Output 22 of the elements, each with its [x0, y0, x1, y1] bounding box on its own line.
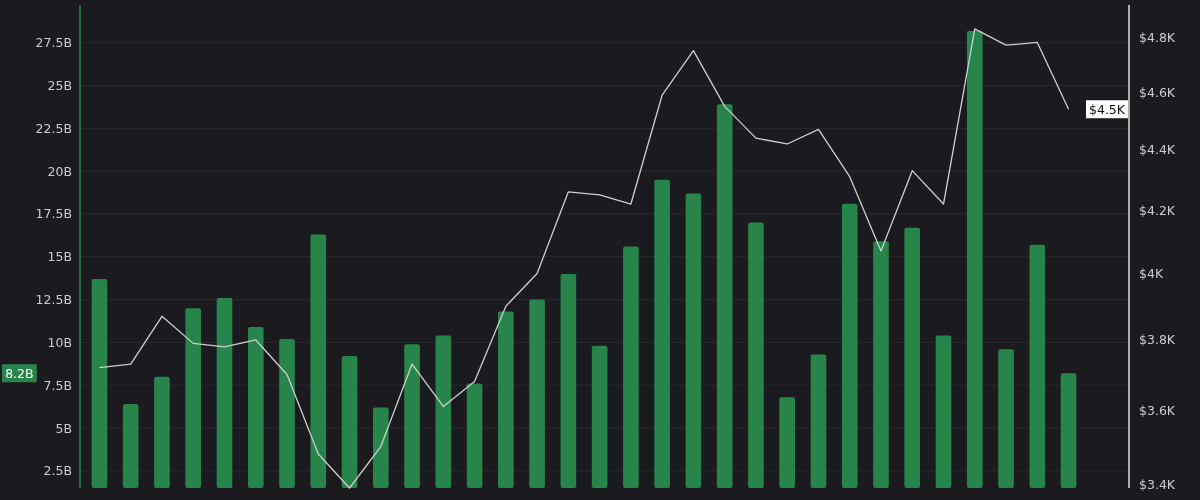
y2-tick-label: $4K — [1139, 265, 1164, 281]
y2-tick-label: $3.6K — [1139, 402, 1176, 418]
y-tick-label: 15B — [47, 249, 72, 265]
y-tick-label: 27.5B — [35, 35, 72, 51]
y-tick-label: 22.5B — [35, 120, 72, 136]
y-tick-label: 25B — [47, 78, 72, 93]
y-tick-label: 12.5B — [35, 292, 72, 308]
text: 8.2B — [5, 365, 34, 381]
y-tick-label: 7.5B — [43, 377, 72, 393]
text: $4.5K — [1088, 101, 1126, 117]
y-tick-label: 10B — [47, 334, 72, 350]
y2-tick-label: $3.4K — [1139, 476, 1176, 492]
y2-tick-label: $4.8K — [1139, 29, 1176, 45]
y2-tick-label: $4.4K — [1139, 142, 1176, 158]
y2-tick-label: $4.2K — [1139, 202, 1176, 218]
y2-tick-label: $4.6K — [1139, 84, 1176, 100]
y-tick-label: 5B — [55, 420, 72, 436]
y-tick-label: 20B — [47, 163, 72, 179]
y2-tick-label: $3.8K — [1139, 332, 1176, 348]
y-tick-label: 17.5B — [35, 206, 72, 222]
line-series — [98, 28, 1070, 489]
y-tick-label: 2.5B — [43, 463, 72, 479]
